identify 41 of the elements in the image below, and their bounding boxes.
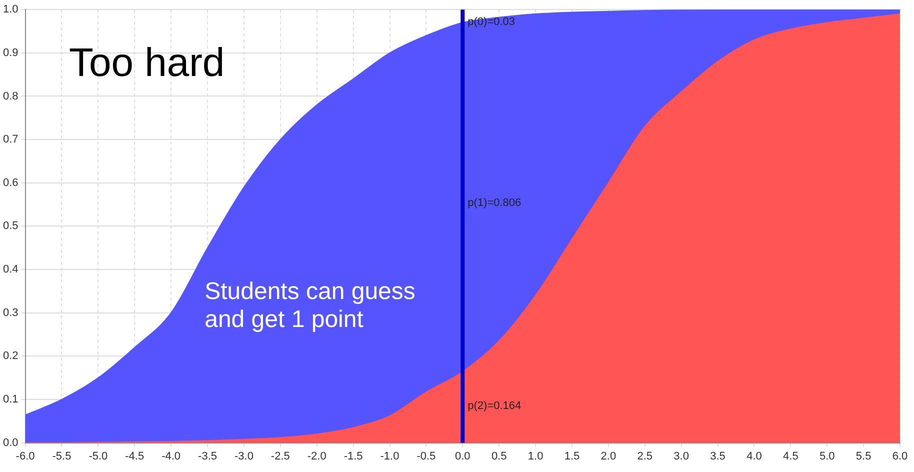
x-tick-label: 5.0 (819, 450, 835, 462)
x-tick-label: -4.0 (162, 450, 181, 462)
y-tick-label: 0.7 (2, 134, 18, 146)
y-tick-label: 1.0 (2, 4, 18, 16)
x-tick-label: 3.0 (674, 450, 689, 462)
x-tick-label: -2.5 (270, 450, 290, 462)
y-tick-label: 0.5 (2, 220, 18, 232)
x-tick-label: 2.0 (600, 450, 616, 462)
x-tick-label: -6.0 (16, 450, 35, 462)
x-tick-label: 4.5 (783, 450, 798, 462)
x-tick-label: -5.0 (88, 450, 108, 462)
x-tick-label: -2.0 (307, 450, 326, 462)
y-tick-label: 0.2 (2, 350, 18, 362)
x-tick-label: 1.5 (564, 450, 580, 462)
x-tick-label: -1.0 (380, 450, 400, 462)
y-tick-label: 0.8 (2, 90, 18, 102)
y-tick-label: 0.4 (2, 264, 18, 276)
x-tick-label: 5.5 (856, 450, 872, 462)
x-tick-label: -3.5 (198, 450, 218, 462)
x-tick-label: -5.5 (52, 450, 72, 462)
annotation: p(0)=0.03 (468, 14, 516, 29)
x-tick-label: -4.5 (125, 450, 144, 462)
x-tick-label: 6.0 (892, 450, 908, 462)
x-tick-label: 1.0 (528, 450, 544, 462)
x-tick-label: 4.0 (746, 450, 762, 462)
annotation: p(2)=0.164 (468, 399, 522, 414)
annotation: Students can guess and get 1 point (204, 278, 416, 334)
x-tick-label: -1.5 (344, 450, 363, 462)
y-tick-label: 0.9 (2, 46, 18, 59)
x-tick-label: 3.5 (710, 450, 726, 462)
annotation: Too hard (69, 40, 226, 86)
y-tick-label: 0.3 (2, 306, 18, 319)
y-tick-label: 0.6 (2, 176, 18, 189)
y-tick-label: 0.1 (2, 394, 18, 406)
x-tick-label: -0.5 (416, 450, 436, 462)
y-tick-label: 0.0 (2, 436, 18, 449)
x-tick-label: 0.5 (491, 450, 507, 462)
x-tick-label: -3.0 (234, 450, 254, 462)
x-tick-label: 2.5 (637, 450, 653, 462)
x-tick-label: 0.0 (454, 450, 470, 462)
annotation: p(1)=0.806 (468, 196, 522, 210)
